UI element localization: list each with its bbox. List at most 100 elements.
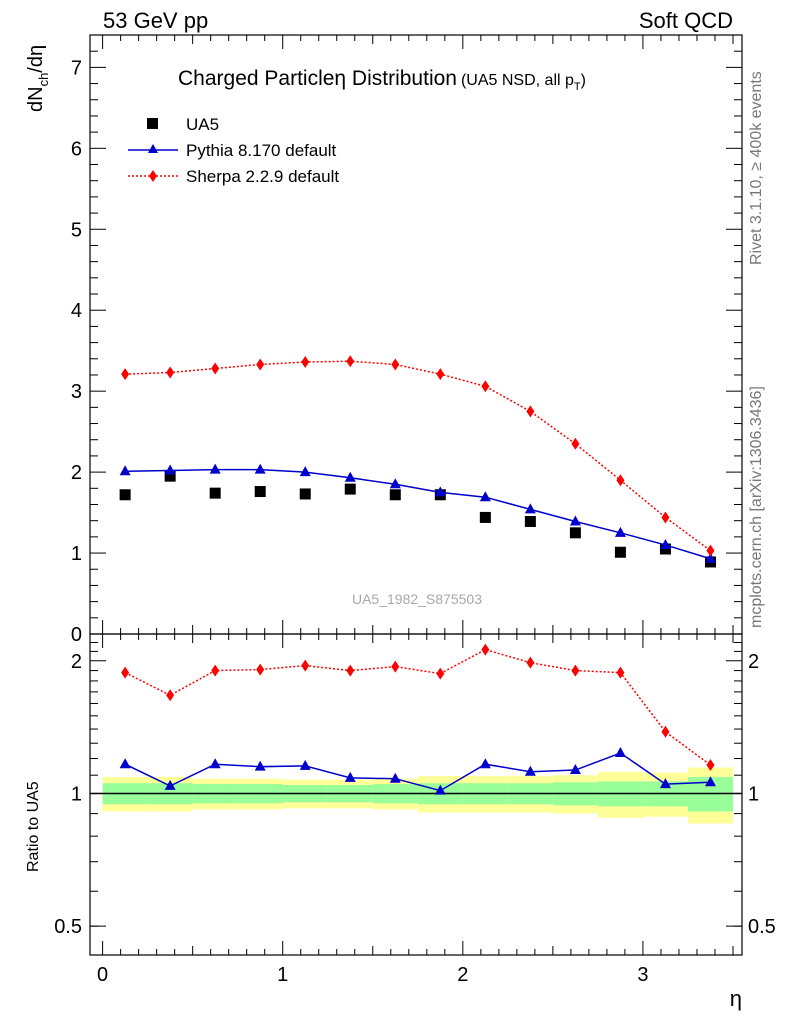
main-point-2-5	[346, 355, 355, 368]
legend: UA5 Pythia 8.170 default Sherpa 2.2.9 de…	[128, 115, 339, 186]
ratio-series-line-1	[124, 648, 711, 766]
main-point-2-13	[706, 544, 715, 557]
ratio-point-0-13	[704, 776, 716, 787]
ratio-point-0-8	[479, 758, 491, 769]
ratio-y-tick-label-2: 2	[71, 651, 82, 673]
main-point-1-2	[209, 463, 221, 474]
y-axis-label-main: dNch/dη	[25, 45, 51, 112]
ratio-y-tick-label-1: 1	[71, 783, 82, 805]
y-axis-label-tail: /dη	[25, 45, 47, 73]
ratio-y-tick-label-right-2: 2	[748, 651, 759, 673]
legend-label-pythia: Pythia 8.170 default	[186, 141, 337, 160]
main-point-1-4	[299, 466, 311, 477]
legend-label-ua5: UA5	[186, 115, 219, 134]
main-point-2-0	[121, 368, 130, 381]
ua5-uncertainty-bands	[90, 767, 742, 824]
main-point-0-10	[569, 527, 581, 539]
x-tick-label-2: 2	[457, 964, 468, 986]
ratio-point-1-12	[661, 725, 670, 738]
plot-title-sub: (UA5 NSD, all p	[461, 72, 574, 89]
ratio-point-1-8	[481, 643, 490, 656]
ratio-y-tick-label-0.5: 0.5	[54, 916, 82, 938]
legend-marker-pythia	[148, 144, 158, 153]
main-point-2-9	[526, 405, 535, 418]
ratio-point-0-6	[389, 772, 401, 783]
y-axis-label-base: dN	[25, 86, 47, 112]
legend-marker-sherpa	[149, 170, 157, 182]
main-point-1-3	[254, 463, 266, 474]
ratio-point-1-11	[616, 666, 625, 679]
main-series-line-1	[125, 468, 711, 560]
ratio-point-1-5	[346, 664, 355, 677]
main-point-1-5	[344, 471, 356, 482]
main-point-0-8	[479, 511, 491, 523]
legend-label-sherpa: Sherpa 2.2.9 default	[186, 167, 339, 186]
mcplots-label: mcplots.cern.ch [arXiv:1306.3436]	[748, 386, 765, 628]
main-point-0-12	[659, 543, 671, 555]
rivet-label: Rivet 3.1.10, ≥ 400k events	[748, 71, 765, 265]
main-point-1-12	[659, 538, 671, 549]
ratio-point-0-4	[299, 759, 311, 770]
ratio-series-line-0	[124, 752, 711, 792]
main-y-tick-label-6: 6	[71, 138, 82, 160]
ratio-point-1-7	[436, 667, 445, 680]
main-y-tick-label-5: 5	[71, 219, 82, 241]
ratio-point-1-9	[526, 656, 535, 669]
main-y-tick-label-7: 7	[71, 57, 82, 79]
ratio-point-0-7	[434, 784, 446, 795]
collision-label: 53 GeV pp	[103, 8, 208, 33]
main-point-1-11	[614, 526, 626, 537]
main-point-2-4	[301, 356, 310, 369]
main-point-2-11	[616, 474, 625, 487]
main-point-1-7	[434, 486, 446, 497]
ratio-point-0-1	[164, 779, 176, 790]
plot-title: Charged Particleη Distribution (UA5 NSD, …	[178, 67, 586, 93]
plot-title-subscript: T	[574, 81, 581, 93]
main-point-2-2	[211, 362, 220, 375]
ratio-point-1-13	[706, 759, 715, 772]
main-point-0-4	[299, 488, 311, 500]
ratio-point-0-0	[119, 758, 131, 769]
plot-title-close: )	[581, 72, 586, 89]
main-point-1-1	[164, 464, 176, 475]
main-point-1-9	[524, 503, 536, 514]
main-point-0-0	[119, 489, 131, 501]
main-point-0-6	[389, 489, 401, 501]
ratio-point-1-0	[121, 666, 130, 679]
ratio-y-tick-label-right-1: 1	[748, 783, 759, 805]
main-point-0-3	[254, 486, 266, 498]
main-point-1-13	[704, 552, 716, 563]
main-point-1-0	[119, 465, 131, 476]
main-y-tick-label-1: 1	[71, 543, 82, 565]
x-axis-label: η	[730, 986, 742, 1011]
analysis-watermark: UA5_1982_S875503	[352, 591, 482, 607]
main-point-1-6	[389, 478, 401, 489]
ratio-point-1-1	[166, 689, 175, 702]
main-point-2-3	[256, 358, 265, 371]
ratio-point-0-2	[209, 758, 221, 769]
main-point-1-10	[569, 515, 581, 526]
x-tick-label-3: 3	[637, 964, 648, 986]
main-y-tick-label-4: 4	[71, 300, 82, 322]
ratio-point-0-3	[254, 760, 266, 771]
main-point-2-1	[166, 366, 175, 379]
main-point-2-12	[661, 511, 670, 524]
axes: 0 1 2 3 0 1 2 3 4 5 6 7 0.5 0.5 1 1 2 2	[54, 34, 776, 986]
main-point-0-2	[209, 487, 221, 499]
main-point-2-7	[436, 368, 445, 381]
x-tick-label-1: 1	[277, 964, 288, 986]
ratio-point-0-10	[569, 764, 581, 775]
main-point-0-1	[164, 470, 176, 482]
main-point-2-6	[391, 358, 400, 371]
ratio-point-1-6	[391, 660, 400, 673]
main-y-tick-label-0: 0	[71, 624, 82, 646]
main-point-0-9	[524, 515, 536, 527]
main-point-0-11	[614, 546, 626, 558]
main-point-0-5	[344, 483, 356, 495]
ratio-frame	[89, 633, 743, 956]
main-point-2-8	[481, 380, 490, 393]
y-axis-label-sub: ch	[36, 73, 51, 87]
data-series	[119, 355, 716, 795]
process-label: Soft QCD	[639, 8, 733, 33]
